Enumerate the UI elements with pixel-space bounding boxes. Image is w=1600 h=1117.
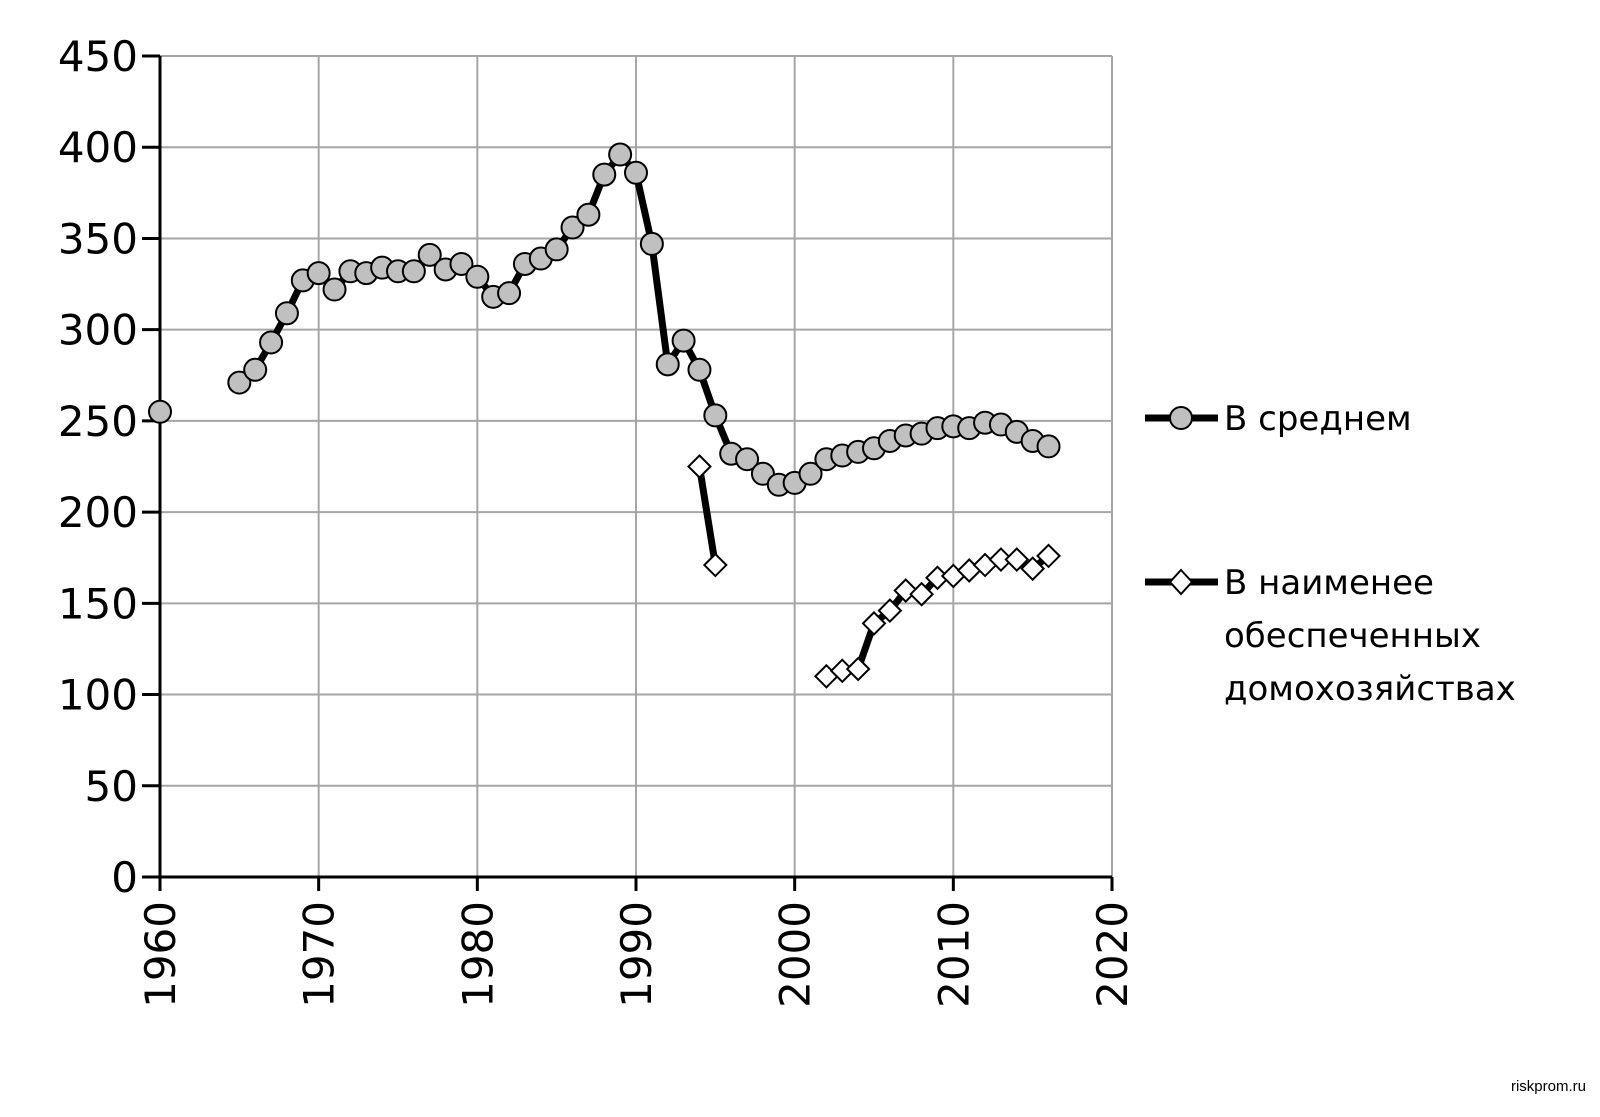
data-point-average: [465, 264, 490, 289]
y-tick-label: 450: [58, 32, 138, 81]
data-point-poorest: [909, 581, 935, 607]
data-point-average: [449, 251, 474, 276]
data-point-poorest: [1036, 543, 1061, 569]
data-point-poorest: [845, 656, 871, 682]
x-tick-label: 1980: [453, 901, 502, 1008]
data-point-average: [671, 328, 696, 353]
series-markers: [148, 142, 1061, 689]
data-point-average: [687, 357, 712, 382]
data-point-average: [576, 202, 601, 227]
legend-label-poorest-line3: домохозяйствах: [1224, 669, 1516, 709]
data-point-average: [497, 281, 522, 306]
x-tick-label: 1990: [612, 901, 661, 1008]
data-point-average: [227, 370, 252, 395]
legend-label-poorest-line2: обеспеченных: [1224, 616, 1481, 656]
data-point-average: [274, 301, 299, 326]
data-point-average: [639, 231, 664, 256]
data-point-poorest: [861, 610, 887, 636]
legend-item-poorest: В наименее обеспеченных домохозяйствах: [1145, 563, 1516, 709]
data-point-average: [306, 261, 331, 286]
data-point-poorest: [1020, 556, 1046, 582]
watermark: riskprom.ru: [1510, 1078, 1586, 1095]
y-tick-label: 400: [58, 123, 138, 172]
data-point-average: [655, 352, 680, 377]
data-point-average: [401, 259, 426, 284]
legend-marker-diamond: [1168, 568, 1194, 596]
data-point-average: [560, 215, 585, 240]
y-tick-label: 200: [58, 488, 138, 537]
data-point-poorest: [877, 598, 903, 624]
data-point-average: [798, 461, 823, 486]
data-point-average: [735, 447, 760, 472]
grid: [160, 55, 1113, 877]
data-point-average: [148, 399, 172, 424]
x-tick-label: 1970: [295, 901, 344, 1008]
legend-label-poorest-line1: В наименее: [1224, 563, 1434, 603]
data-point-average: [703, 403, 728, 428]
legend-marker-circle: [1169, 406, 1193, 430]
y-tick-labels: 0 50 100 150 200 250 300 350 400 450: [58, 32, 138, 902]
x-tick-label: 1960: [136, 901, 185, 1008]
data-point-poorest: [702, 552, 728, 578]
data-point-average: [592, 162, 617, 187]
x-tick-label: 2010: [929, 901, 978, 1008]
y-tick-label: 50: [85, 762, 138, 811]
data-point-poorest: [687, 454, 712, 479]
legend-label-average: В среднем: [1224, 399, 1412, 439]
x-tick-labels: 1960 1970 1980 1990 2000 2010 2020: [136, 901, 1137, 1008]
x-tick-label: 2000: [771, 901, 820, 1008]
data-point-average: [322, 277, 347, 302]
data-point-average: [544, 237, 569, 262]
legend: В среднем В наименее обеспеченных домохо…: [1145, 399, 1516, 709]
axes: [142, 54, 1114, 891]
y-tick-label: 0: [111, 853, 138, 902]
data-point-average: [624, 160, 648, 185]
data-point-poorest: [1004, 547, 1030, 572]
data-point-average: [1036, 434, 1061, 459]
series-line-poorest: [696, 465, 719, 566]
y-tick-label: 350: [58, 214, 138, 263]
y-tick-label: 300: [58, 306, 138, 355]
y-tick-label: 250: [58, 397, 138, 446]
legend-item-average: В среднем: [1145, 399, 1412, 439]
data-point-average: [417, 242, 442, 267]
data-point-average: [259, 330, 284, 355]
data-point-average: [608, 142, 633, 167]
y-tick-label: 100: [58, 671, 138, 720]
data-point-average: [243, 357, 268, 382]
x-tick-label: 2020: [1088, 901, 1137, 1008]
y-tick-label: 150: [58, 579, 138, 628]
